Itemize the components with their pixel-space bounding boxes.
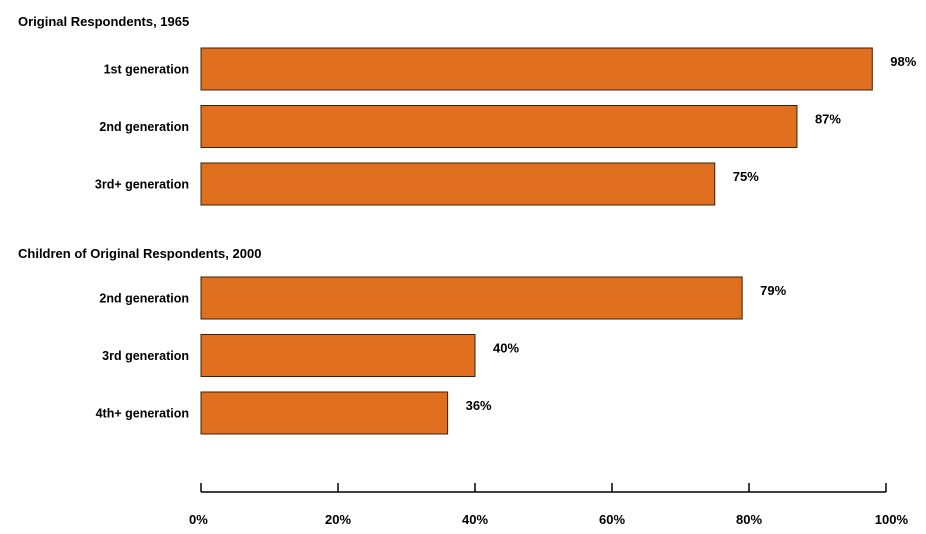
bar bbox=[200, 276, 743, 320]
category-label: 2nd generation bbox=[99, 120, 189, 134]
bar bbox=[200, 162, 716, 206]
category-label: 3rd generation bbox=[102, 349, 189, 363]
x-tick-label: 0% bbox=[189, 512, 208, 527]
x-tick-label: 100% bbox=[875, 512, 909, 527]
group-title: Original Respondents, 1965 bbox=[18, 14, 189, 29]
category-label: 3rd+ generation bbox=[95, 178, 189, 192]
x-tick-label: 20% bbox=[325, 512, 351, 527]
category-label: 1st generation bbox=[104, 63, 189, 77]
value-label: 36% bbox=[466, 398, 492, 413]
bar bbox=[200, 105, 798, 148]
bar-group: Original Respondents, 1965 1st generation… bbox=[18, 14, 917, 206]
bar bbox=[200, 391, 449, 435]
x-axis: 0% 20% 40% 60% 80% 100% bbox=[189, 483, 908, 527]
x-tick-label: 80% bbox=[736, 512, 762, 527]
category-label: 2nd generation bbox=[99, 292, 189, 306]
bar bbox=[200, 47, 873, 91]
category-label: 4th+ generation bbox=[96, 407, 189, 421]
group-title: Children of Original Respondents, 2000 bbox=[18, 246, 261, 261]
bar-group: Children of Original Respondents, 2000 2n… bbox=[18, 246, 787, 435]
value-label: 79% bbox=[760, 283, 786, 298]
value-label: 98% bbox=[890, 54, 916, 69]
value-label: 75% bbox=[733, 169, 759, 184]
bar bbox=[200, 334, 476, 377]
bars-layer: Original Respondents, 1965 1st generation… bbox=[18, 14, 917, 435]
value-label: 40% bbox=[493, 341, 519, 356]
value-label: 87% bbox=[815, 112, 841, 127]
x-tick-label: 60% bbox=[599, 512, 625, 527]
x-tick-label: 40% bbox=[462, 512, 488, 527]
